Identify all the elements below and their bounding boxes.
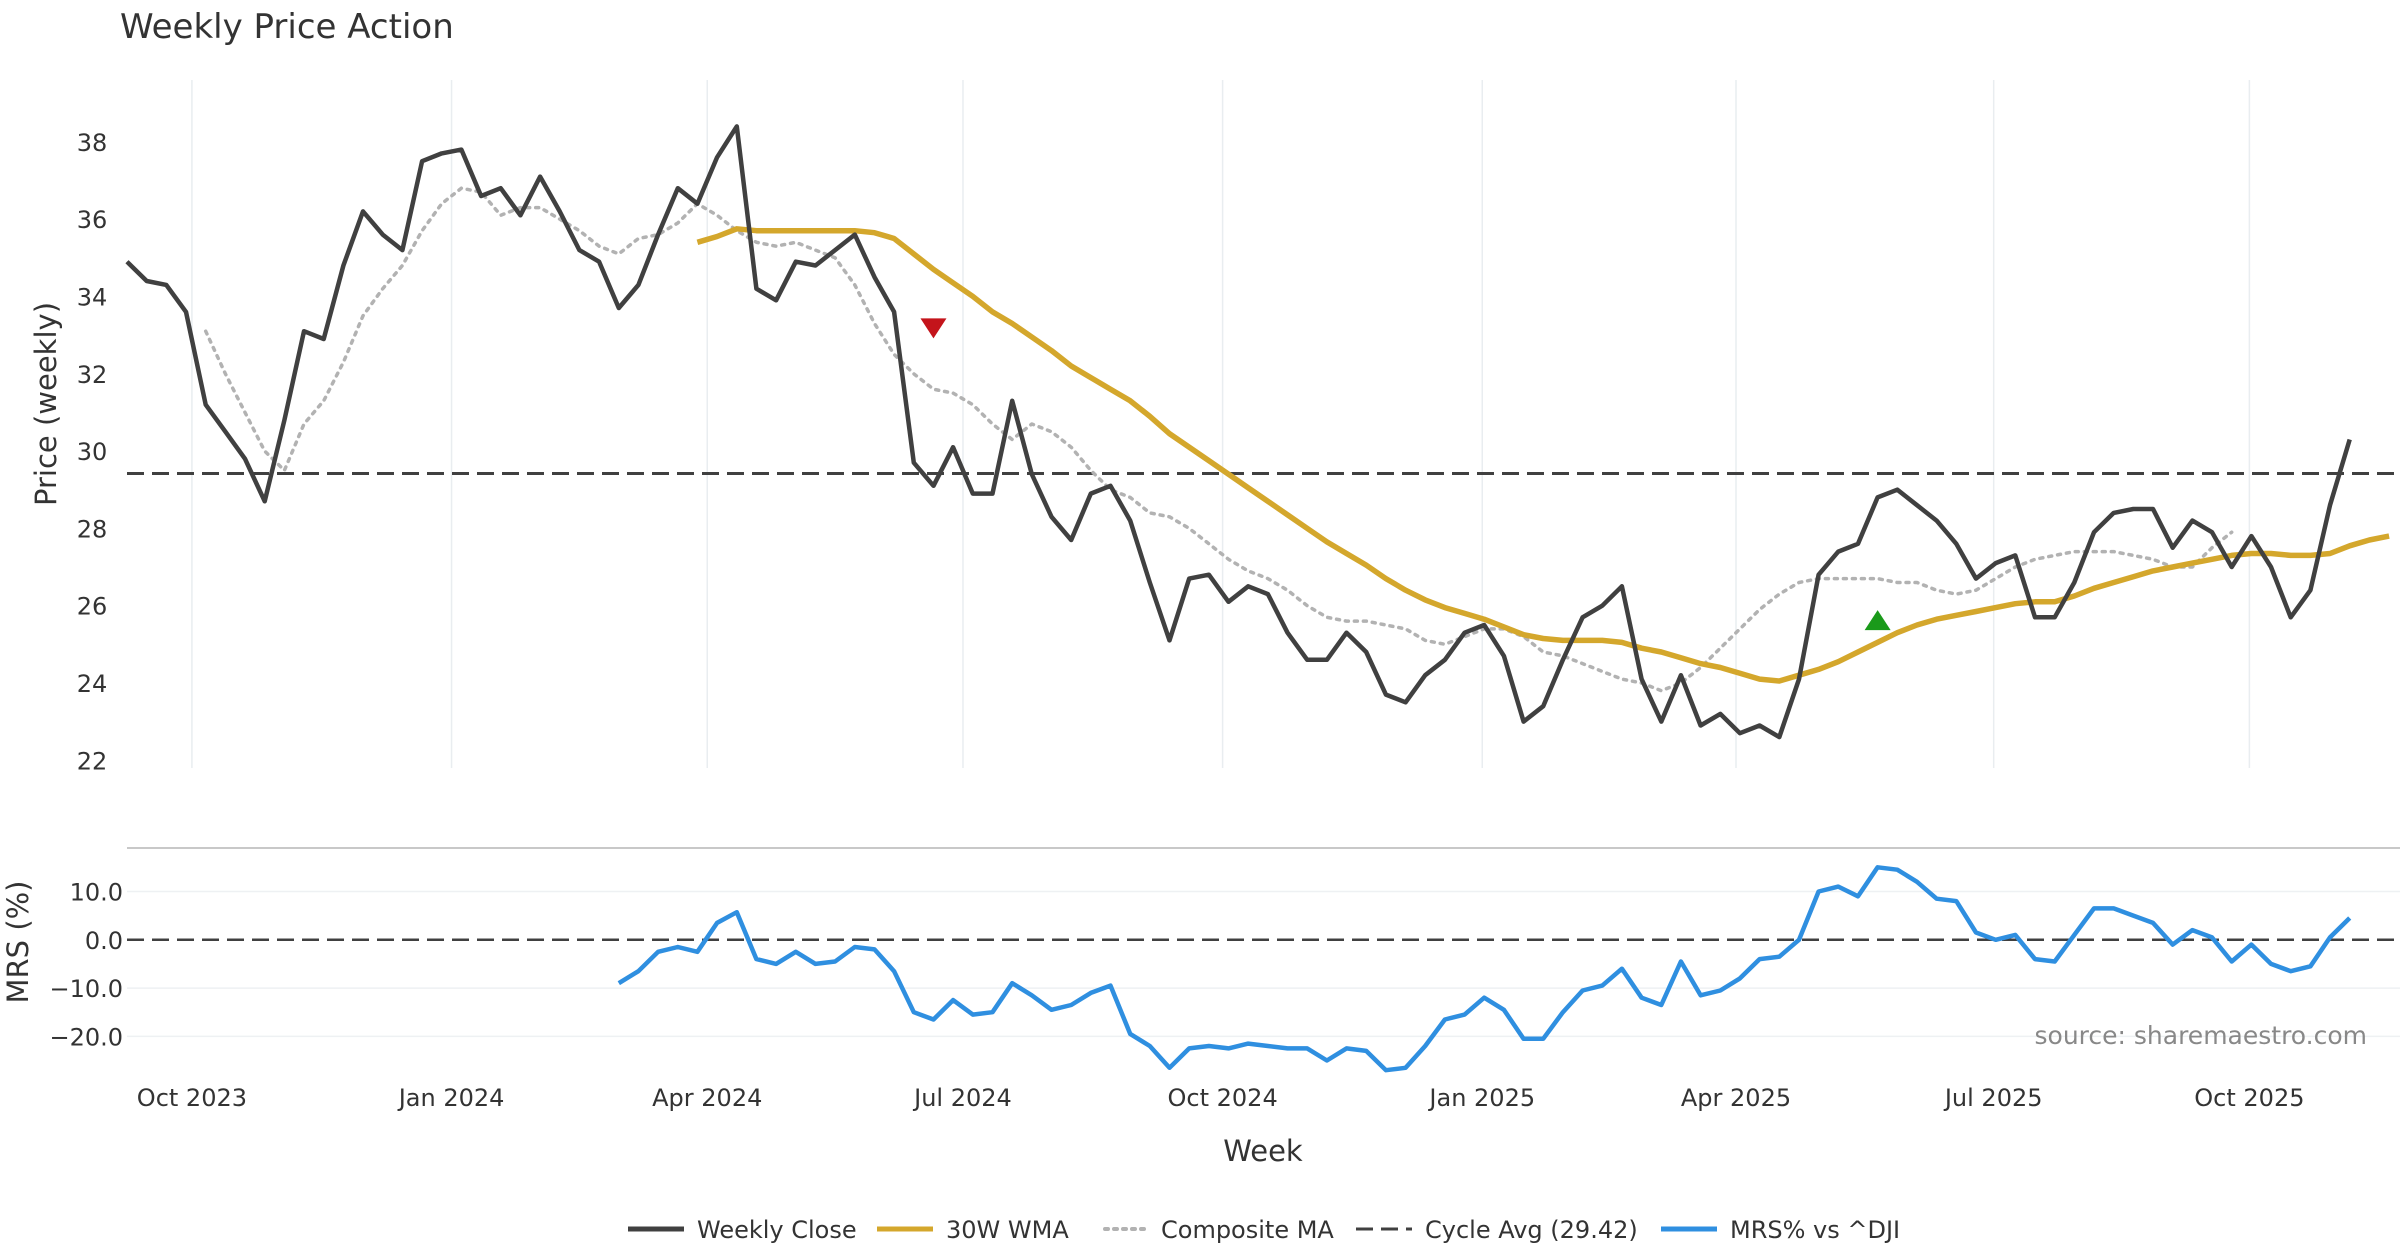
x-tick-jul-2024: Jul 2024 (912, 1084, 1012, 1112)
legend-label-composite-ma: Composite MA (1161, 1216, 1334, 1244)
buy-signal-marker (1864, 610, 1891, 631)
legend-item-weekly-close: Weekly Close (628, 1216, 857, 1244)
mrs-series-lines (617, 865, 2352, 1073)
series-30w-wma (696, 226, 2390, 684)
mrs-ytick-3: −20.0 (49, 1023, 123, 1051)
legend-label-30w-wma: 30W WMA (946, 1216, 1069, 1244)
source-credit: source: sharemaestro.com (2035, 1021, 2368, 1050)
series-weekly-close (125, 124, 2352, 740)
legend-item-30w-wma: 30W WMA (877, 1216, 1069, 1244)
x-tick-jan-2025: Jan 2025 (1427, 1084, 1535, 1112)
x-tick-jul-2025: Jul 2025 (1943, 1084, 2043, 1112)
series-mrs-vs-dji (617, 865, 2352, 1073)
legend-label-mrs: MRS% vs ^DJI (1730, 1216, 1900, 1244)
x-tick-oct-2023: Oct 2023 (137, 1084, 247, 1112)
x-tick-apr-2024: Apr 2024 (652, 1084, 762, 1112)
price-ytick-30: 30 (77, 438, 108, 466)
mrs-ytick-2: −10.0 (49, 975, 123, 1003)
chart-title: Weekly Price Action (120, 7, 454, 47)
price-ytick-34: 34 (77, 283, 108, 311)
price-ytick-26: 26 (77, 593, 108, 621)
mrs-ytick-0: 10.0 (70, 878, 123, 906)
price-ytick-22: 22 (77, 747, 108, 775)
mrs-y-axis-label: MRS (%) (1, 881, 35, 1004)
price-ytick-24: 24 (77, 670, 108, 698)
price-ytick-36: 36 (77, 206, 108, 234)
x-tick-apr-2025: Apr 2025 (1681, 1084, 1791, 1112)
mrs-y-ticks: 10.0 0.0 −10.0 −20.0 (49, 878, 123, 1051)
price-ytick-38: 38 (77, 129, 108, 157)
price-series-lines (125, 124, 2390, 740)
x-tick-oct-2024: Oct 2024 (1168, 1084, 1278, 1112)
price-y-axis-label: Price (weekly) (29, 302, 63, 506)
legend-item-cycle-avg: Cycle Avg (29.42) (1356, 1216, 1638, 1244)
mrs-panel: 10.0 0.0 −10.0 −20.0 (49, 865, 2400, 1073)
legend: Weekly Close 30W WMA Composite MA Cycle … (628, 1216, 1900, 1244)
price-ytick-32: 32 (77, 361, 108, 389)
sell-signal-marker (920, 318, 947, 339)
legend-item-mrs: MRS% vs ^DJI (1661, 1216, 1900, 1244)
x-axis-label: Week (1223, 1134, 1303, 1168)
signal-markers (920, 318, 1891, 631)
legend-item-composite-ma: Composite MA (1103, 1216, 1334, 1244)
mrs-ytick-1: 0.0 (85, 927, 123, 955)
legend-label-weekly-close: Weekly Close (697, 1216, 857, 1244)
mrs-gridlines (127, 890, 2400, 1038)
price-panel: 22 24 26 28 30 32 34 36 38 (77, 80, 2400, 775)
price-y-ticks: 22 24 26 28 30 32 34 36 38 (77, 129, 108, 775)
legend-label-cycle-avg: Cycle Avg (29.42) (1425, 1216, 1638, 1244)
price-ytick-28: 28 (77, 515, 108, 543)
x-tick-jan-2024: Jan 2024 (397, 1084, 505, 1112)
series-composite-ma (203, 186, 2234, 693)
x-tick-oct-2025: Oct 2025 (2194, 1084, 2304, 1112)
price-gridlines (191, 80, 2251, 768)
x-axis-ticks: Oct 2023 Jan 2024 Apr 2024 Jul 2024 Oct 2024… (137, 1084, 2305, 1112)
